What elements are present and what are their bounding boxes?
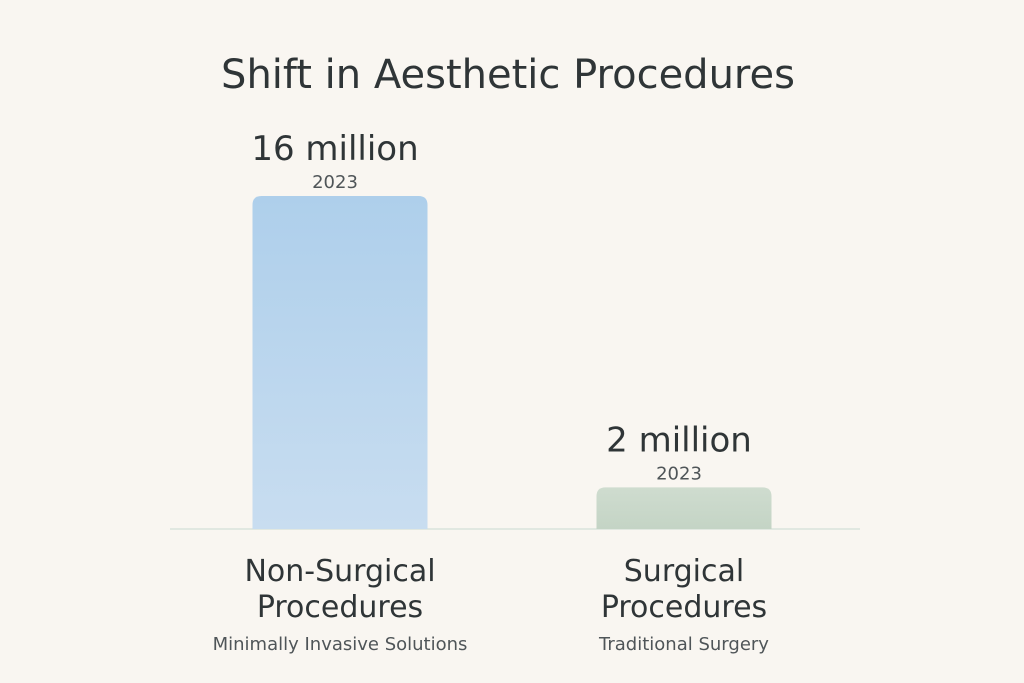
bars-group [252,196,772,529]
value-label-1: 2 million [606,420,752,460]
chart-title: Shift in Aesthetic Procedures [221,52,795,98]
bar-1 [596,487,772,529]
category-label-1-line-1: Procedures [601,590,767,625]
category-label-1-line-0: Surgical [624,554,744,589]
year-label-0: 2023 [312,172,358,193]
year-label-1: 2023 [656,463,702,484]
bar-0 [252,196,428,529]
category-subtitle-1: Traditional Surgery [598,634,769,655]
category-subtitle-0: Minimally Invasive Solutions [213,634,468,655]
category-label-0-line-1: Procedures [257,590,423,625]
labels-group: 16 million2023Non-SurgicalProceduresMini… [213,129,770,655]
value-label-0: 16 million [251,129,418,169]
category-label-0-line-0: Non-Surgical [244,554,435,589]
